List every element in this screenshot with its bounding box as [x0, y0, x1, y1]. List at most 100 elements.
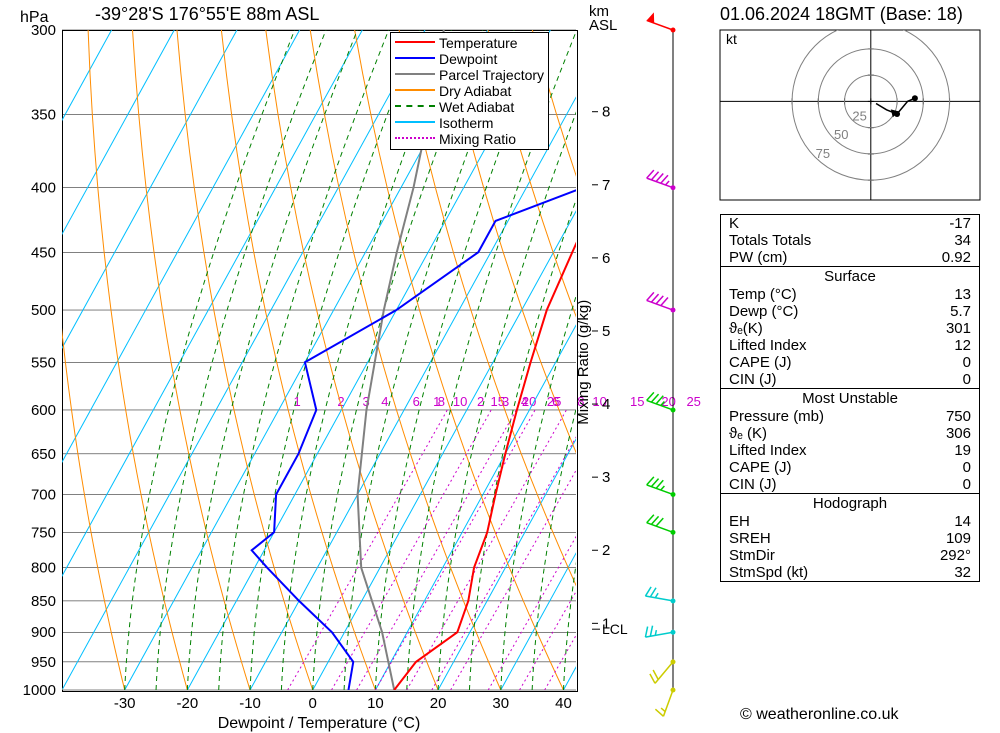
svg-text:-20: -20	[177, 695, 199, 712]
svg-text:900: 900	[31, 624, 56, 641]
row-value: 32	[954, 564, 971, 581]
legend: TemperatureDewpointParcel TrajectoryDry …	[390, 32, 549, 150]
svg-text:2: 2	[602, 542, 610, 559]
section-header: Surface	[721, 266, 979, 286]
indices-table: K -17 Totals Totals 34 PW (cm) 0.92SurfaceTem…	[720, 214, 980, 582]
legend-item: Wet Adiabat	[395, 99, 544, 115]
svg-text:-30: -30	[114, 695, 136, 712]
row-value: 12	[954, 337, 971, 354]
svg-text:0: 0	[309, 695, 317, 712]
svg-text:hPa: hPa	[20, 9, 49, 26]
row-label: Lifted Index	[729, 442, 807, 459]
row-value: -17	[949, 215, 971, 232]
row-value: 13	[954, 286, 971, 303]
svg-text:4: 4	[381, 394, 388, 409]
svg-text:500: 500	[31, 302, 56, 319]
row-value: 14	[954, 513, 971, 530]
table-row: K -17	[721, 215, 979, 232]
svg-text:30: 30	[492, 695, 509, 712]
svg-text:350: 350	[31, 107, 56, 124]
svg-text:650: 650	[31, 446, 56, 463]
svg-text:950: 950	[31, 654, 56, 671]
svg-text:850: 850	[31, 593, 56, 610]
row-value: 5.7	[950, 303, 971, 320]
legend-label: Dewpoint	[439, 51, 497, 67]
table-row: ϑₑ(K)301	[721, 320, 979, 337]
row-label: ϑₑ (K)	[729, 425, 767, 442]
row-label: PW (cm)	[729, 249, 787, 266]
row-label: SREH	[729, 530, 771, 547]
svg-text:450: 450	[31, 244, 56, 261]
row-label: EH	[729, 513, 750, 530]
table-row: Dewp (°C) 5.7	[721, 303, 979, 320]
legend-label: Mixing Ratio	[439, 131, 516, 147]
row-value: 292°	[940, 547, 971, 564]
row-value: 306	[946, 425, 971, 442]
svg-text:10: 10	[453, 394, 467, 409]
svg-text:4: 4	[521, 394, 528, 409]
svg-text:75: 75	[816, 146, 830, 161]
legend-label: Parcel Trajectory	[439, 67, 544, 83]
svg-text:15: 15	[630, 394, 644, 409]
title-datetime: 01.06.2024 18GMT (Base: 18)	[720, 4, 963, 25]
row-label: StmDir	[729, 547, 775, 564]
svg-text:1000: 1000	[23, 682, 56, 699]
row-label: K	[729, 215, 739, 232]
row-label: StmSpd (kt)	[729, 564, 808, 581]
table-row: EH 14	[721, 513, 979, 530]
svg-text:kt: kt	[726, 31, 737, 47]
table-row: StmDir 292°	[721, 547, 979, 564]
row-label: Dewp (°C)	[729, 303, 798, 320]
row-label: CIN (J)	[729, 371, 777, 388]
svg-text:1: 1	[433, 394, 440, 409]
svg-text:40: 40	[555, 695, 572, 712]
legend-item: Parcel Trajectory	[395, 67, 544, 83]
title-location: -39°28'S 176°55'E 88m ASL	[95, 4, 319, 25]
svg-text:700: 700	[31, 486, 56, 503]
row-label: Totals Totals	[729, 232, 811, 249]
row-value: 0.92	[942, 249, 971, 266]
svg-text:3: 3	[602, 469, 610, 486]
row-label: CAPE (J)	[729, 459, 792, 476]
legend-label: Temperature	[439, 35, 518, 51]
row-label: CAPE (J)	[729, 354, 792, 371]
legend-item: Temperature	[395, 35, 544, 51]
table-row: CAPE (J)0	[721, 459, 979, 476]
legend-label: Dry Adiabat	[439, 83, 511, 99]
legend-item: Dewpoint	[395, 51, 544, 67]
legend-item: Dry Adiabat	[395, 83, 544, 99]
legend-item: Isotherm	[395, 115, 544, 131]
table-row: Totals Totals 34	[721, 232, 979, 249]
svg-text:10: 10	[367, 695, 384, 712]
row-value: 0	[963, 476, 971, 493]
table-row: CAPE (J)0	[721, 354, 979, 371]
svg-text:550: 550	[31, 354, 56, 371]
svg-text:400: 400	[31, 180, 56, 197]
table-row: Lifted Index 12	[721, 337, 979, 354]
svg-text:6: 6	[602, 250, 610, 267]
row-label: Temp (°C)	[729, 286, 797, 303]
legend-label: Wet Adiabat	[439, 99, 514, 115]
svg-text:50: 50	[834, 127, 848, 142]
svg-text:Dewpoint / Temperature (°C): Dewpoint / Temperature (°C)	[218, 715, 421, 732]
legend-item: Mixing Ratio	[395, 131, 544, 147]
row-value: 109	[946, 530, 971, 547]
svg-text:6: 6	[413, 394, 420, 409]
svg-text:7: 7	[602, 177, 610, 194]
row-value: 34	[954, 232, 971, 249]
table-row: CIN (J) 0	[721, 476, 979, 493]
row-label: CIN (J)	[729, 476, 777, 493]
svg-text:8: 8	[602, 104, 610, 121]
row-value: 19	[954, 442, 971, 459]
copyright: © weatheronline.co.uk	[740, 706, 899, 724]
row-value: 301	[946, 320, 971, 337]
svg-text:6: 6	[552, 394, 559, 409]
row-label: Lifted Index	[729, 337, 807, 354]
table-row: SREH 109	[721, 530, 979, 547]
indices-panel: K -17 Totals Totals 34 PW (cm) 0.92SurfaceTem…	[720, 210, 980, 582]
section-header: Hodograph	[721, 493, 979, 513]
table-row: Temp (°C) 13	[721, 286, 979, 303]
svg-text:4: 4	[602, 396, 610, 413]
svg-text:-10: -10	[239, 695, 261, 712]
svg-text:LCL: LCL	[602, 621, 628, 637]
